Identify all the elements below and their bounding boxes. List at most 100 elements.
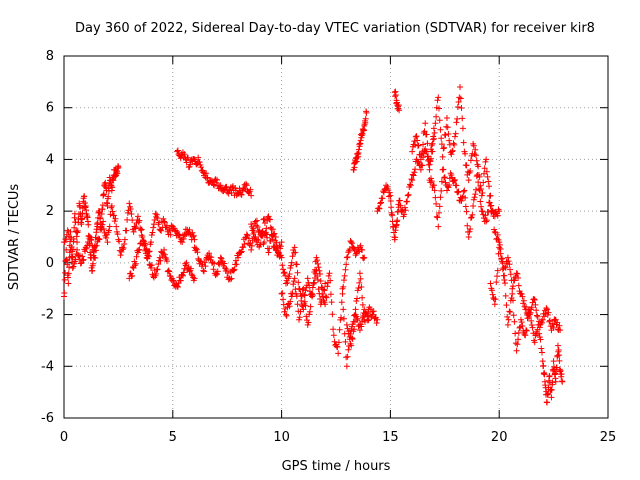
data-point [169, 277, 176, 284]
data-point [423, 131, 430, 138]
data-point [245, 235, 252, 242]
data-point [277, 243, 284, 250]
data-point [235, 254, 242, 261]
data-point [291, 244, 298, 251]
data-point [503, 302, 510, 309]
data-point [545, 390, 552, 397]
data-point [415, 142, 422, 149]
data-point [244, 232, 251, 239]
data-point [462, 203, 469, 210]
data-point [429, 140, 436, 147]
data-point [384, 183, 391, 190]
data-point [470, 196, 477, 203]
data-point [105, 227, 112, 234]
data-point [479, 189, 486, 196]
data-point [427, 158, 434, 165]
data-point [431, 129, 438, 136]
data-point [502, 263, 509, 270]
data-point [97, 214, 104, 221]
data-point [294, 301, 301, 308]
data-point [533, 307, 540, 314]
data-point [338, 314, 345, 321]
data-point [441, 144, 448, 151]
data-point [514, 270, 521, 277]
data-point [455, 99, 462, 106]
data-point [290, 278, 297, 285]
data-point [272, 234, 279, 241]
data-point [296, 314, 303, 321]
data-point [253, 222, 260, 229]
data-point [200, 267, 207, 274]
data-point [129, 272, 136, 279]
data-point [331, 338, 338, 345]
data-point [143, 246, 150, 253]
data-point [343, 363, 350, 370]
data-point [204, 174, 211, 181]
data-point [435, 94, 442, 101]
data-point [538, 345, 545, 352]
data-point [438, 187, 445, 194]
data-point [379, 195, 386, 202]
data-point [96, 236, 103, 243]
y-tick-label: 6 [46, 101, 54, 116]
data-point [138, 226, 145, 233]
data-point [441, 174, 448, 181]
data-point [223, 266, 230, 273]
data-point [330, 326, 337, 333]
data-point [361, 254, 368, 261]
data-point [137, 240, 144, 247]
data-point [255, 237, 262, 244]
data-point [487, 280, 494, 287]
data-point [247, 240, 254, 247]
data-point [158, 227, 165, 234]
data-point [181, 151, 188, 158]
data-point [359, 314, 366, 321]
data-point [471, 194, 478, 201]
data-point [280, 270, 287, 277]
data-point [299, 303, 306, 310]
data-point [506, 261, 513, 268]
data-point [499, 260, 506, 267]
data-point [237, 249, 244, 256]
data-point [444, 183, 451, 190]
data-point [464, 222, 471, 229]
data-point [554, 342, 561, 349]
data-point [427, 179, 434, 186]
data-point [343, 261, 350, 268]
data-point [145, 252, 152, 259]
data-point [266, 216, 273, 223]
y-axis-label: SDTVAR / TECUs [7, 184, 22, 291]
data-point [300, 285, 307, 292]
data-point [429, 148, 436, 155]
data-point [311, 266, 318, 273]
data-point [546, 372, 553, 379]
data-point [240, 244, 247, 251]
data-point [189, 229, 196, 236]
data-point [507, 266, 514, 273]
data-point [250, 225, 257, 232]
data-point [174, 283, 181, 290]
data-point [314, 257, 321, 264]
data-point [482, 212, 489, 219]
data-point [519, 293, 526, 300]
data-point [289, 253, 296, 260]
data-point [261, 239, 268, 246]
data-point [536, 330, 543, 337]
data-point [531, 296, 538, 303]
data-point [298, 297, 305, 304]
data-point [140, 237, 147, 244]
data-point [228, 275, 235, 282]
data-point [419, 162, 426, 169]
data-point [257, 241, 264, 248]
data-point [264, 234, 271, 241]
data-point [93, 242, 100, 249]
data-point [308, 291, 315, 298]
data-point [319, 284, 326, 291]
data-point [191, 275, 198, 282]
data-point [504, 313, 511, 320]
data-point [79, 215, 86, 222]
data-point [187, 265, 194, 272]
data-point [511, 277, 518, 284]
data-point [396, 107, 403, 114]
data-point [509, 290, 516, 297]
